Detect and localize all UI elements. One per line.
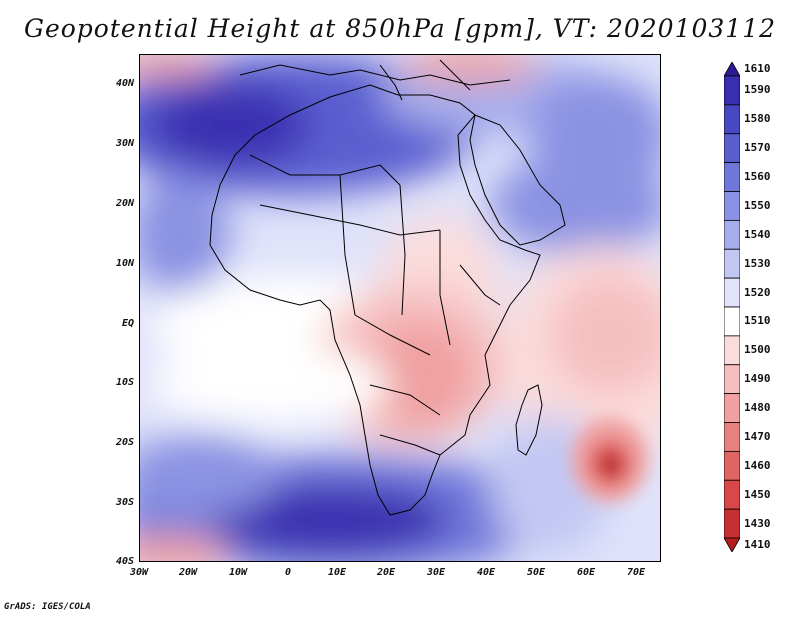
credit-text: GrADS: IGES/COLA (4, 602, 91, 612)
lat-label: EQ (121, 318, 134, 329)
chart-title: Geopotential Height at 850hPa [gpm], VT:… (23, 14, 777, 43)
map-panel (139, 54, 661, 562)
colorbar-swatch (724, 306, 740, 337)
colorbar-label: 1590 (744, 83, 771, 97)
lon-label: 40E (476, 567, 496, 578)
colorbar-swatch (724, 450, 740, 481)
colorbar-swatch (724, 508, 740, 539)
lon-label: 60E (576, 567, 596, 578)
colorbar-label: 1580 (744, 112, 771, 126)
colorbar-label: 1500 (744, 343, 771, 357)
lat-label: 40N (115, 78, 134, 89)
colorbar-swatch (724, 248, 740, 279)
colorbar-label: 1570 (744, 141, 771, 155)
colorbar-swatch (724, 162, 740, 192)
lon-label: 70E (626, 567, 646, 578)
lon-label: 10W (228, 567, 248, 578)
colorbar-swatch (724, 537, 740, 552)
geopotential-field (140, 55, 660, 561)
colorbar-swatch (724, 104, 740, 135)
colorbar-label: 1530 (744, 256, 771, 270)
lat-label: 40S (115, 556, 134, 567)
colorbar-swatch (724, 133, 740, 164)
coastlines (209, 59, 566, 516)
colorbar-swatch (724, 219, 740, 250)
lon-label: 10E (327, 567, 347, 578)
lat-label: 20N (115, 198, 134, 209)
lat-label: 10N (115, 258, 134, 269)
colorbar-label: 1610 (744, 62, 771, 75)
colorbar-label: 1430 (744, 516, 771, 530)
lon-label: 20E (376, 567, 396, 578)
colorbar-label: 1460 (744, 458, 771, 472)
lon-label: 30E (426, 567, 446, 578)
colorbar-label: 1480 (744, 401, 771, 415)
colorbar-swatch (724, 277, 740, 308)
colorbar-label: 1560 (744, 170, 771, 184)
lon-label: 50E (526, 567, 546, 578)
colorbar-swatch (724, 62, 740, 77)
lon-label: 20W (178, 567, 198, 578)
lat-label: 20S (115, 437, 134, 448)
lon-label: 0 (284, 567, 292, 578)
colorbar-swatch (724, 393, 740, 423)
colorbar-swatch (724, 364, 740, 395)
lat-label: 30N (115, 138, 134, 149)
colorbar-label: 1520 (744, 285, 771, 299)
colorbar-label: 1540 (744, 227, 771, 241)
colorbar-label: 1510 (744, 314, 771, 328)
colorbar-swatch (724, 479, 740, 510)
lon-label: 30W (129, 567, 149, 578)
colorbar-label: 1550 (744, 198, 771, 212)
colorbar-swatch (724, 191, 740, 221)
colorbar-label: 1450 (744, 487, 771, 501)
colorbar-label: 1470 (744, 429, 771, 443)
lat-label: 10S (115, 377, 134, 388)
lat-label: 30S (115, 497, 134, 508)
colorbar-label: 1490 (744, 372, 771, 386)
colorbar-swatch (724, 335, 740, 366)
colorbar-swatch (724, 75, 740, 106)
colorbar-swatch (724, 422, 740, 452)
colorbar-label: 1410 (744, 538, 771, 551)
colorbar (724, 62, 740, 552)
